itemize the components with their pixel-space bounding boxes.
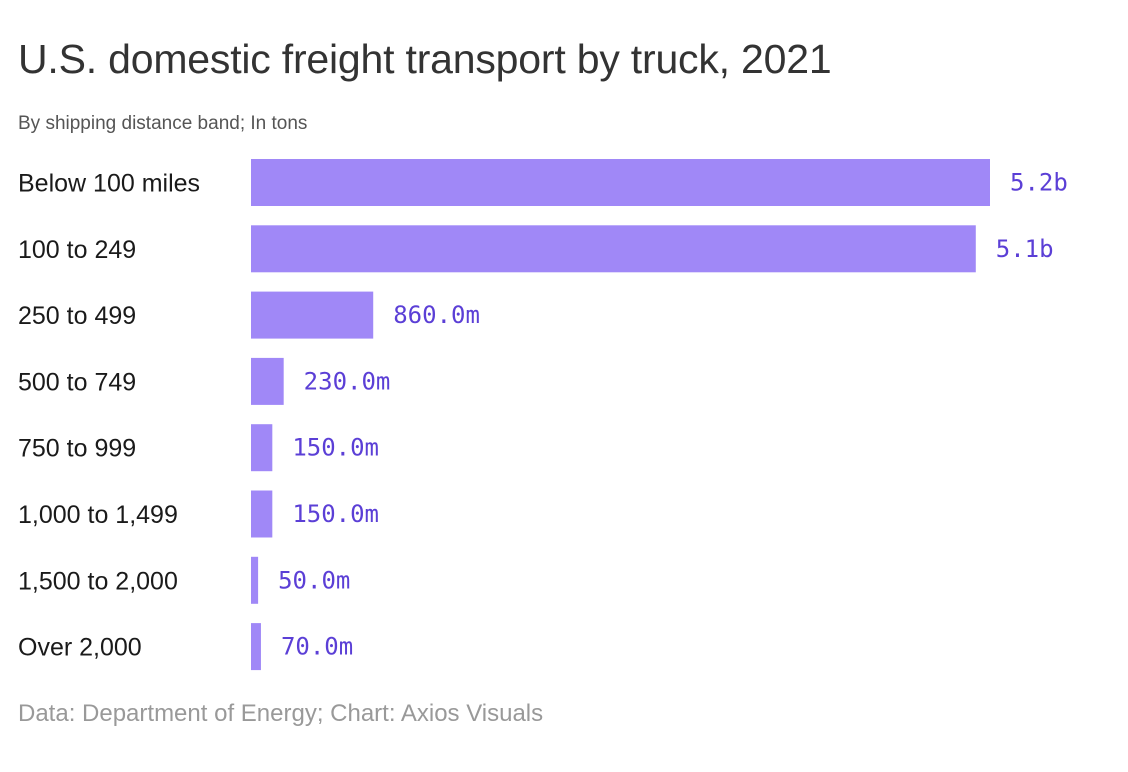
value-label: 50.0m [278, 566, 350, 594]
value-label: 230.0m [304, 367, 391, 395]
chart-subtitle: By shipping distance band; In tons [18, 113, 308, 134]
bar [251, 490, 273, 538]
value-label: 860.0m [393, 301, 480, 329]
value-label: 150.0m [292, 500, 379, 528]
category-label: Over 2,000 [18, 634, 142, 662]
category-label: Below 100 miles [18, 170, 200, 198]
bar [251, 424, 273, 472]
category-label: 1,000 to 1,499 [18, 501, 178, 529]
bar [251, 556, 259, 604]
value-label: 150.0m [292, 434, 379, 462]
category-label: 500 to 749 [18, 368, 136, 396]
category-label: 750 to 999 [18, 435, 136, 463]
category-label: 100 to 249 [18, 236, 136, 264]
value-label: 5.2b [1010, 169, 1068, 197]
bar [251, 357, 284, 405]
bar [251, 623, 261, 671]
bar [251, 225, 976, 273]
category-label: 250 to 499 [18, 302, 136, 330]
chart-title: U.S. domestic freight transport by truck… [18, 36, 832, 82]
value-label: 70.0m [281, 633, 353, 661]
category-label: 1,500 to 2,000 [18, 567, 178, 595]
bar [251, 291, 374, 339]
bar [251, 159, 990, 206]
source-note: Data: Department of Energy; Chart: Axios… [18, 700, 544, 727]
value-label: 5.1b [996, 235, 1054, 263]
